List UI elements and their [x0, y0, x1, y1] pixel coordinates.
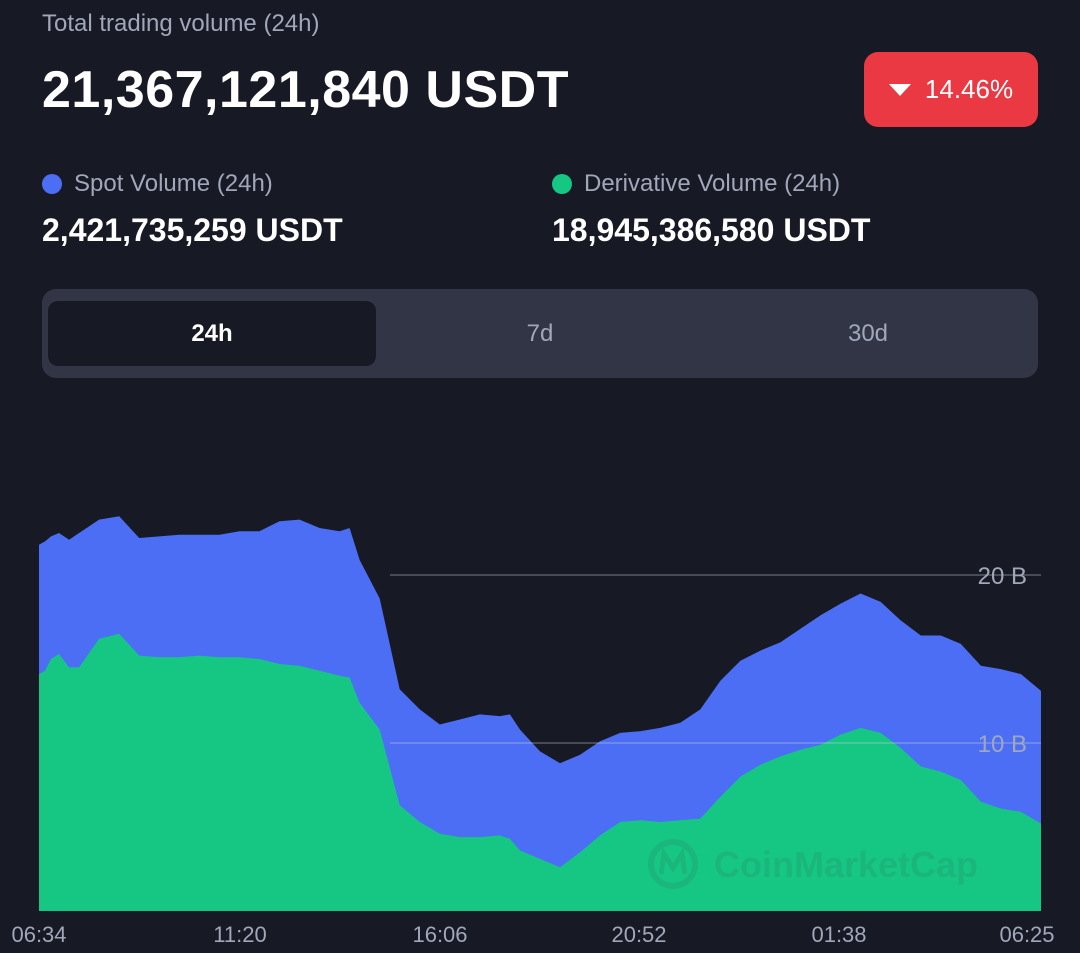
watermark-text: CoinMarketCap	[714, 844, 978, 885]
derivative-volume-area	[39, 633, 1041, 911]
tab-7d[interactable]: 7d	[526, 319, 554, 347]
change-badge: 14.46%	[864, 52, 1038, 127]
logo-mark	[658, 847, 688, 875]
derivative-dot-icon	[552, 174, 572, 194]
x-tick-label: 11:20	[213, 922, 266, 947]
caret-down-icon	[888, 83, 911, 96]
watermark: CoinMarketCap	[648, 839, 978, 889]
spot-label: Spot Volume (24h)	[74, 170, 273, 197]
coinmarketcap-logo-icon	[648, 839, 698, 889]
derivative-label: Derivative Volume (24h)	[584, 170, 841, 197]
x-tick-label: 20:52	[611, 922, 666, 947]
spot-legend: Spot Volume (24h) 2,421,735,259 USDT	[42, 170, 343, 249]
x-tick-label: 16:06	[412, 922, 467, 947]
derivative-legend: Derivative Volume (24h) 18,945,386,580 U…	[552, 170, 870, 249]
x-tick-label: 06:25	[999, 922, 1054, 947]
total-volume-value: 21,367,121,840 USDT	[42, 61, 569, 119]
tab-24h[interactable]: 24h	[48, 301, 376, 366]
y-tick-label: 20 B	[978, 563, 1027, 590]
timeframe-tabs: 24h 7d 30d	[42, 289, 1038, 378]
y-tick-label: 10 B	[978, 731, 1027, 758]
x-tick-label: 01:38	[811, 922, 866, 947]
tab-30d[interactable]: 30d	[847, 319, 889, 347]
spot-dot-icon	[42, 174, 62, 194]
spot-value: 2,421,735,259 USDT	[42, 212, 343, 248]
x-tick-label: 06:34	[11, 922, 66, 947]
volume-chart: CoinMarketCap 10 B 20 B 06:34 11:20 16:06 20…	[11, 516, 1055, 947]
section-title: Total trading volume (24h)	[42, 10, 320, 37]
derivative-value: 18,945,386,580 USDT	[552, 212, 871, 248]
change-percent: 14.46%	[924, 74, 1014, 104]
